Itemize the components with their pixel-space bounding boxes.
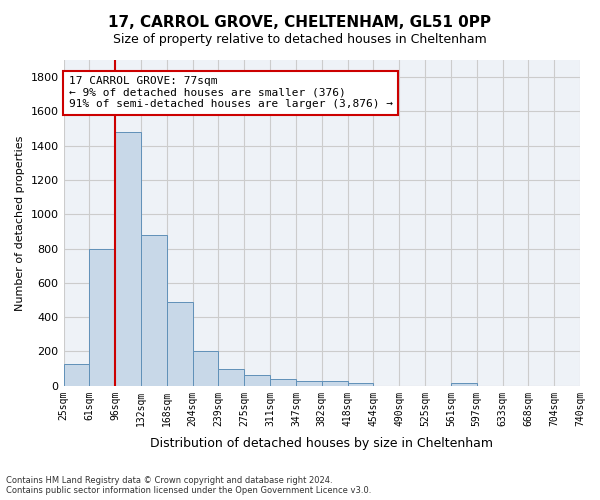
Text: Size of property relative to detached houses in Cheltenham: Size of property relative to detached ho… [113, 32, 487, 46]
Bar [244, 374, 270, 386]
Bar [89, 248, 115, 386]
Bar [115, 132, 141, 386]
Bar [193, 350, 218, 386]
Bar [322, 382, 347, 386]
Bar [451, 383, 477, 386]
Bar [296, 380, 322, 386]
Text: 17, CARROL GROVE, CHELTENHAM, GL51 0PP: 17, CARROL GROVE, CHELTENHAM, GL51 0PP [109, 15, 491, 30]
Text: Contains HM Land Registry data © Crown copyright and database right 2024.
Contai: Contains HM Land Registry data © Crown c… [6, 476, 371, 495]
Y-axis label: Number of detached properties: Number of detached properties [15, 135, 25, 310]
Bar [270, 379, 296, 386]
Bar [141, 235, 167, 386]
Text: 17 CARROL GROVE: 77sqm
← 9% of detached houses are smaller (376)
91% of semi-det: 17 CARROL GROVE: 77sqm ← 9% of detached … [69, 76, 393, 110]
Bar [218, 368, 244, 386]
Bar [167, 302, 193, 386]
X-axis label: Distribution of detached houses by size in Cheltenham: Distribution of detached houses by size … [150, 437, 493, 450]
Bar [64, 364, 89, 386]
Bar [347, 383, 373, 386]
